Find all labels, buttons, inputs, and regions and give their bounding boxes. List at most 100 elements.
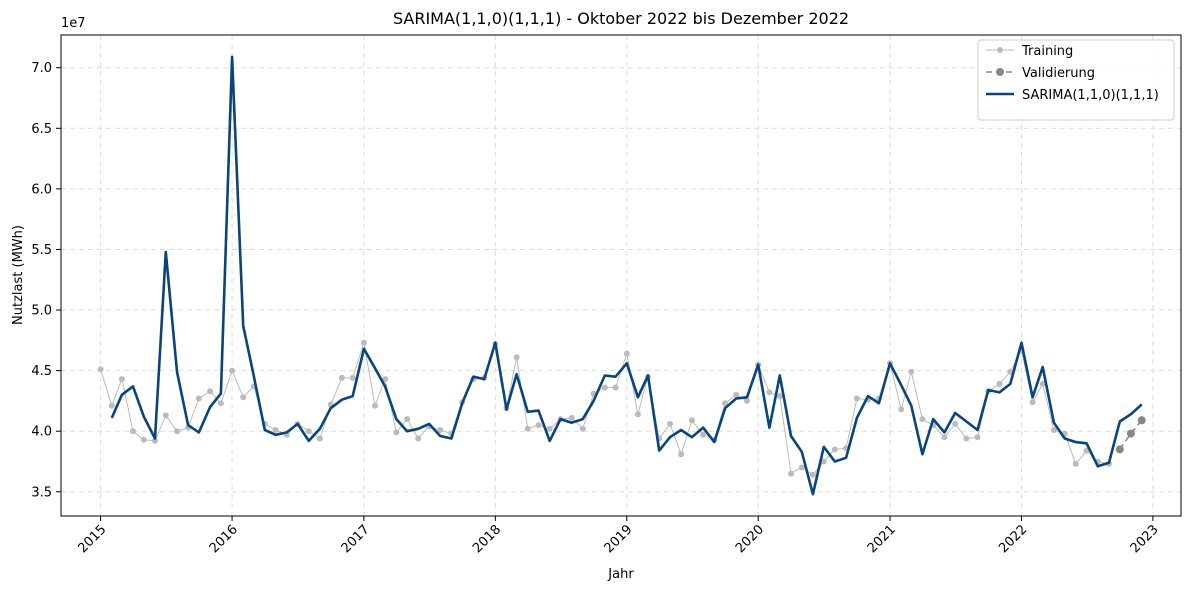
- series-0-point: [601, 384, 608, 391]
- y-axis-label: Nutzlast (MWh): [11, 225, 26, 325]
- series-0-point: [229, 367, 236, 374]
- series-0-point: [1050, 427, 1057, 433]
- series-0-point: [1072, 460, 1079, 467]
- y-tick-label: 5.0: [31, 304, 52, 319]
- series-0-point: [546, 425, 553, 432]
- series-0-point: [130, 428, 136, 435]
- legend-entry: SARIMA(1,1,0)(1,1,1): [1022, 88, 1159, 103]
- series-0-point: [415, 435, 422, 442]
- series-0-point: [1029, 399, 1036, 406]
- series-0-point: [733, 391, 740, 398]
- series-0-point: [162, 412, 169, 419]
- x-tick-label: 2023: [1128, 522, 1162, 556]
- y-tick-label: 7.0: [31, 61, 52, 76]
- series-0-point: [217, 400, 224, 407]
- series-0-point: [524, 425, 531, 432]
- series-0-point: [952, 420, 959, 427]
- series-1-point: [1115, 445, 1124, 454]
- y-tick-label: 4.5: [31, 364, 52, 379]
- y-tick-label: 3.5: [31, 485, 52, 500]
- series-0-point: [316, 435, 323, 442]
- y-tick-label: 6.5: [31, 122, 52, 137]
- x-axis-label: Jahr: [607, 567, 634, 582]
- series-0-point: [174, 428, 180, 435]
- series-1-point: [1137, 416, 1146, 425]
- series-0-point: [305, 428, 312, 435]
- series-0-point: [919, 416, 926, 423]
- x-tick-label: 2021: [865, 522, 899, 556]
- legend-entry: Training: [1021, 44, 1073, 59]
- series-0-point: [108, 402, 115, 409]
- series-0-point: [612, 384, 619, 391]
- legend-entry: Validierung: [1022, 66, 1095, 81]
- series-0-point: [393, 429, 400, 436]
- series-0-point: [272, 427, 279, 433]
- series-0-point: [941, 434, 948, 441]
- series-0-point: [700, 431, 707, 438]
- series-0-point: [240, 394, 247, 401]
- legend-swatch-marker: [997, 47, 1003, 53]
- series-0-point: [963, 435, 970, 442]
- y-tick-label: 6.0: [31, 182, 52, 197]
- series-0-point: [722, 400, 729, 407]
- series-0-point: [97, 366, 104, 373]
- x-tick-label: 2015: [75, 522, 109, 556]
- series-0-point: [140, 436, 147, 443]
- series-layer: [97, 55, 1146, 496]
- series-0-point: [382, 376, 389, 383]
- x-tick-label: 2022: [996, 522, 1030, 556]
- series-0-point: [788, 470, 794, 477]
- series-0-point: [776, 393, 783, 400]
- series-0-point: [623, 350, 630, 357]
- series-1-line: [1119, 419, 1143, 450]
- x-tick-label: 2016: [207, 522, 241, 556]
- series-0-point: [207, 388, 214, 395]
- series-0-point: [1007, 368, 1014, 375]
- series-0-point: [831, 446, 838, 453]
- series-0-point: [996, 380, 1003, 387]
- plot-frame: [60, 34, 1182, 517]
- series-2-line: [110, 55, 1143, 496]
- y-axis-offset-label: 1e7: [61, 16, 86, 31]
- series-0-point: [535, 422, 542, 429]
- series-0-point: [744, 397, 750, 404]
- series-0-point: [667, 420, 673, 427]
- series-0-point: [908, 368, 915, 375]
- series-0-point: [798, 464, 805, 471]
- y-tick-label: 5.5: [31, 243, 52, 258]
- series-0-point: [349, 374, 356, 381]
- series-0-point: [898, 406, 905, 413]
- y-tick-label: 4.0: [31, 425, 52, 440]
- series-0-point: [338, 374, 345, 381]
- legend-swatch-marker: [996, 68, 1004, 76]
- series-0-point: [568, 414, 575, 421]
- series-0-point: [853, 395, 860, 402]
- series-0-point: [766, 389, 773, 396]
- series-0-point: [195, 395, 202, 402]
- series-0-point: [974, 434, 981, 441]
- x-tick-label: 2018: [470, 522, 504, 556]
- series-0-point: [360, 339, 367, 346]
- series-0-point: [820, 458, 827, 465]
- legend-box: [977, 39, 1175, 121]
- series-0-point: [152, 437, 158, 444]
- series-0-point: [404, 416, 411, 423]
- legend: Training Validierung SARIMA(1,1,0)(1,1,1): [977, 39, 1175, 121]
- series-0-point: [1039, 380, 1046, 387]
- x-tick-label: 2019: [602, 522, 636, 556]
- series-0-point: [437, 427, 444, 433]
- chart-title: SARIMA(1,1,0)(1,1,1) - Oktober 2022 bis …: [393, 9, 849, 28]
- series-0-point: [634, 411, 641, 418]
- series-0-point: [118, 376, 125, 383]
- series-0-point: [688, 417, 695, 424]
- series-0-point: [579, 425, 586, 432]
- axis-ticks: 2015 2016 2017 2018 2019 2020 2021 2022 2023 3.5 4…: [31, 61, 1161, 556]
- series-0-point: [513, 354, 520, 361]
- x-tick-label: 2017: [339, 522, 373, 556]
- series-0-point: [809, 471, 816, 478]
- series-1-point: [1126, 429, 1135, 438]
- x-tick-label: 2020: [733, 522, 767, 556]
- series-0-point: [372, 402, 378, 409]
- series-0-point: [678, 451, 685, 458]
